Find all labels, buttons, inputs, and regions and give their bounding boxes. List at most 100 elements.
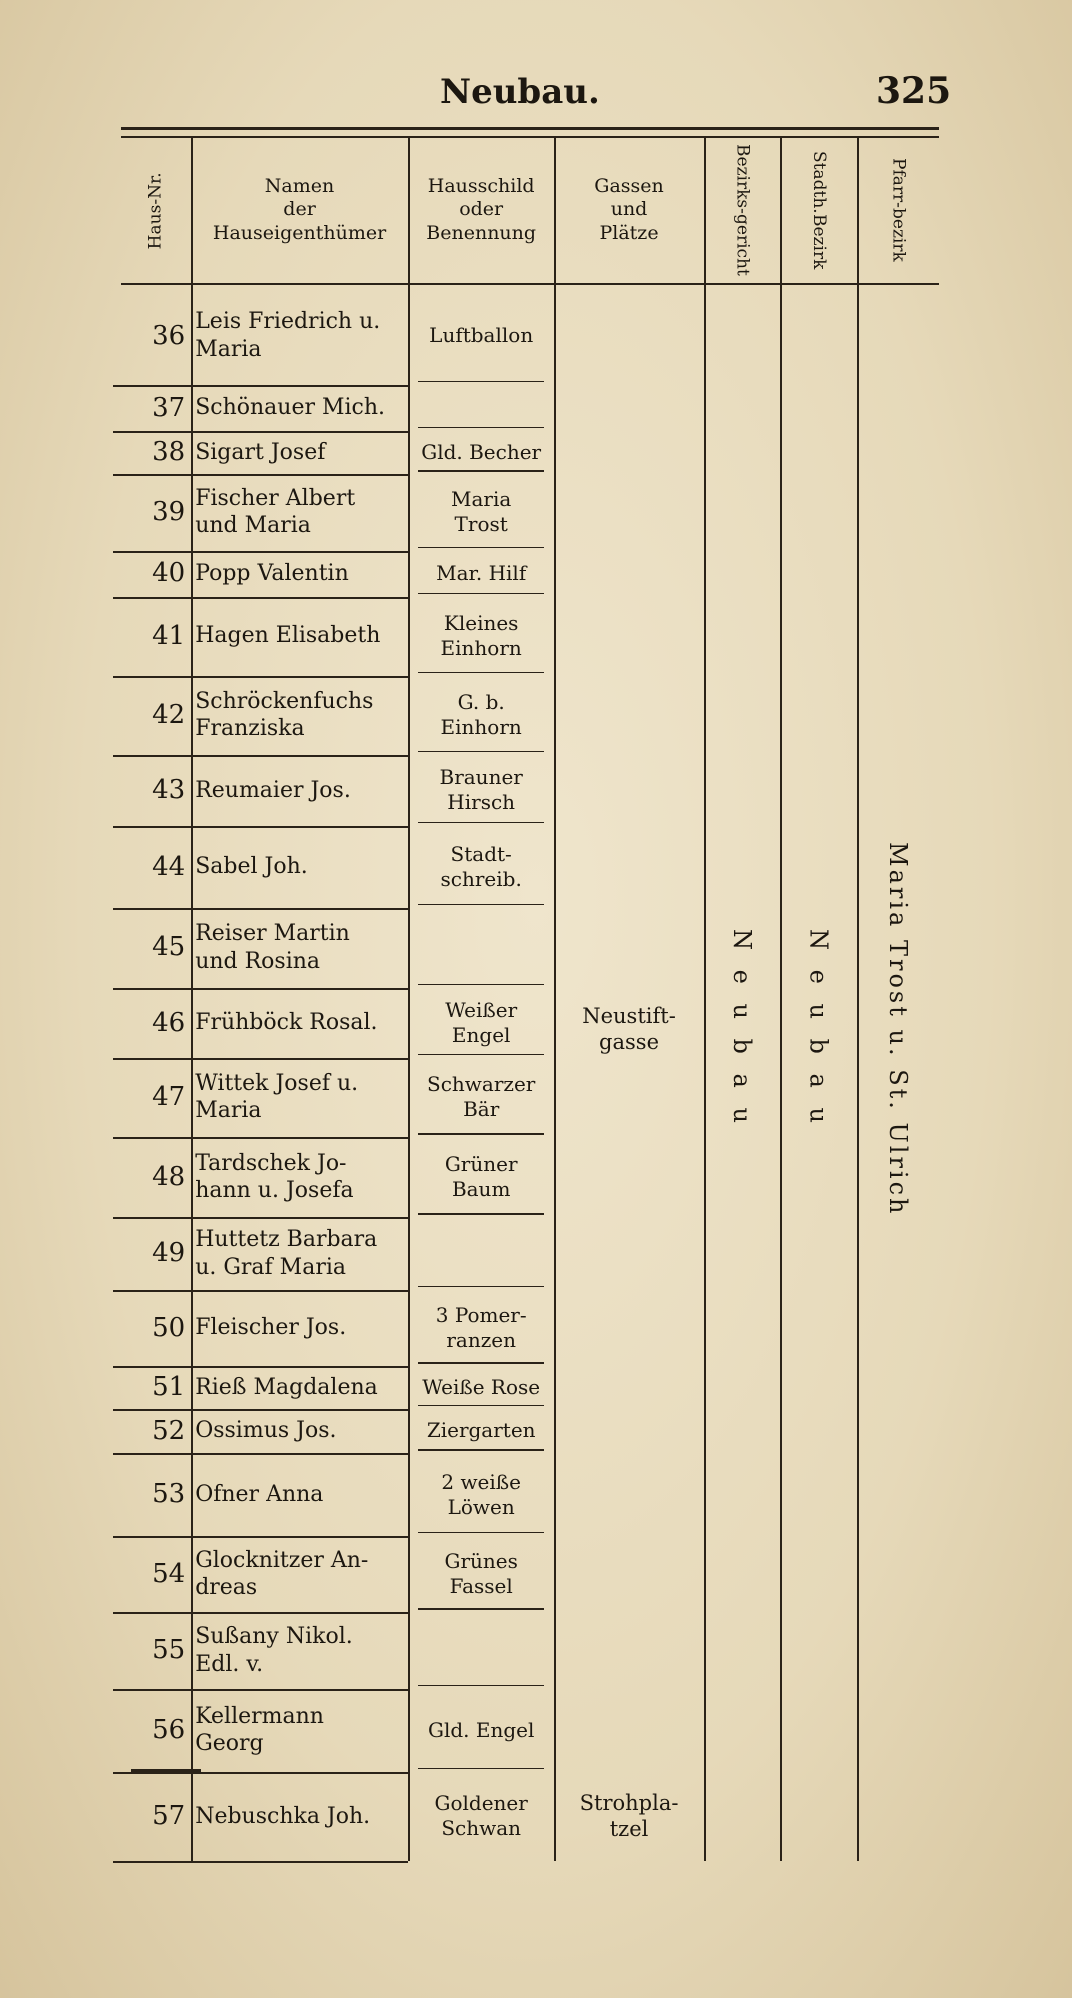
header-line: Namen	[264, 174, 335, 197]
sign-line: Engel	[451, 1022, 511, 1047]
owner: Reiser Martin und Rosina	[195, 908, 406, 988]
row-rule	[417, 1608, 545, 1610]
street-line: Strohpla-	[579, 1791, 679, 1816]
house-number: 56	[152, 1715, 186, 1746]
row-rule	[417, 1684, 545, 1687]
house-sign	[408, 385, 555, 431]
row-rule	[113, 1688, 408, 1691]
row-rule	[113, 474, 408, 477]
house-sign	[408, 1612, 555, 1688]
sign-line: Ziergarten	[426, 1418, 536, 1443]
street-line: Neustift-	[582, 1004, 676, 1029]
owner: Frühböck Rosal.	[195, 988, 406, 1058]
sign-line: schreib.	[440, 866, 522, 891]
row-rule	[113, 1217, 408, 1220]
owner: Ossimus Jos.	[195, 1409, 406, 1454]
sign-line: G. b.	[457, 690, 505, 715]
sign-line: Goldener	[434, 1791, 528, 1816]
header-line: gericht	[732, 214, 753, 277]
house-sign: Grüner Baum	[408, 1137, 555, 1217]
row-rule	[417, 1133, 545, 1135]
row-rule	[417, 671, 545, 674]
house-sign	[408, 1217, 555, 1290]
row-rule	[417, 821, 545, 824]
sign-line: Einhorn	[440, 636, 522, 661]
owner-line: Franziska	[195, 716, 305, 742]
row-rule	[113, 1408, 408, 1411]
owner-line: Wittek Josef u.	[195, 1070, 359, 1096]
column-header: Namen der Hauseigenthümer	[191, 138, 408, 283]
top-rule	[121, 135, 940, 138]
house-number: 37	[152, 392, 186, 423]
owner-line: hann u. Josefa	[195, 1178, 354, 1204]
row-rule	[113, 1137, 408, 1139]
row-rule	[417, 750, 545, 753]
header-line: Haus-Nr.	[145, 171, 166, 249]
house-number: 55	[152, 1635, 186, 1666]
column-line	[407, 137, 410, 1861]
owner: Fleischer Jos.	[195, 1290, 406, 1366]
owner-line: Kellermann	[195, 1703, 324, 1729]
street-line: tzel	[609, 1817, 649, 1842]
owner: Schönauer Mich.	[195, 385, 406, 431]
owner: Tardschek Jo-hann u. Josefa	[195, 1137, 406, 1217]
house-number: 45	[152, 932, 186, 963]
parish: Maria Trost u. St. Ulrich	[884, 842, 912, 1217]
city-district: N e u b a u	[804, 929, 833, 1130]
row-rule	[417, 983, 545, 986]
header-line: Bezirks-	[732, 144, 753, 215]
header-line: Pfarr-	[888, 158, 909, 209]
owner: Kellermann Georg	[195, 1689, 406, 1772]
owner-line: Rieß Magdalena	[195, 1374, 378, 1400]
sign-line: Brauner	[439, 765, 523, 790]
owner-line: Glocknitzer An-	[195, 1547, 369, 1573]
street-line: gasse	[599, 1030, 659, 1055]
street: Neustift-gasse	[554, 287, 703, 1772]
row-rule	[417, 1285, 545, 1288]
column-line	[703, 137, 706, 1861]
row-rule	[113, 1366, 408, 1369]
owner: Hagen Elisabeth	[195, 597, 406, 676]
row-rule	[113, 1289, 408, 1292]
owner-line: Frühböck Rosal.	[195, 1010, 378, 1036]
sign-line: Gld. Engel	[427, 1717, 535, 1742]
sign-line: Stadt-	[450, 841, 512, 866]
owner-line: Fischer Albert	[195, 485, 356, 511]
owner-line: Hagen Elisabeth	[195, 623, 381, 649]
sign-line: Weiße Rose	[422, 1374, 541, 1399]
page-number: 325	[876, 70, 952, 112]
header-line: oder	[459, 198, 504, 221]
owner-line: Leis Friedrich u.	[195, 309, 381, 335]
sign-line: Bär	[463, 1097, 500, 1122]
house-sign: Gld. Engel	[408, 1689, 555, 1772]
row-rule	[113, 550, 408, 553]
owner-line: Edl. v.	[195, 1651, 264, 1677]
owner-line: Georg	[195, 1731, 264, 1757]
header-line: Bezirk	[808, 213, 829, 270]
row-rule	[417, 903, 545, 906]
house-sign: 2 weiße Löwen	[408, 1453, 555, 1536]
row-rule	[113, 1771, 408, 1774]
house-number: 54	[152, 1558, 186, 1589]
row-rule	[417, 1362, 545, 1364]
house-number: 43	[152, 775, 186, 806]
owner-line: und Rosina	[195, 948, 321, 974]
row-rule	[417, 470, 545, 472]
house-number: 38	[152, 437, 186, 468]
house-number: 57	[152, 1801, 186, 1832]
sign-line: Luftballon	[429, 323, 534, 348]
row-rule	[417, 1213, 545, 1215]
owner-line: Reumaier Jos.	[195, 777, 351, 803]
sign-line: Fassel	[449, 1574, 513, 1599]
bottom-rule	[131, 1768, 202, 1772]
street: Strohpla-tzel	[554, 1772, 703, 1861]
header-line: bezirk	[888, 208, 909, 263]
column-header: Haus-Nr.	[121, 138, 191, 283]
row-rule	[113, 1453, 408, 1456]
house-sign: Stadt-schreib.	[408, 826, 555, 908]
owner-line: Sigart Josef	[195, 439, 326, 465]
header-line: Hauseigenthümer	[212, 222, 387, 245]
house-sign: Gld. Becher	[408, 431, 555, 474]
house-sign	[408, 908, 555, 988]
